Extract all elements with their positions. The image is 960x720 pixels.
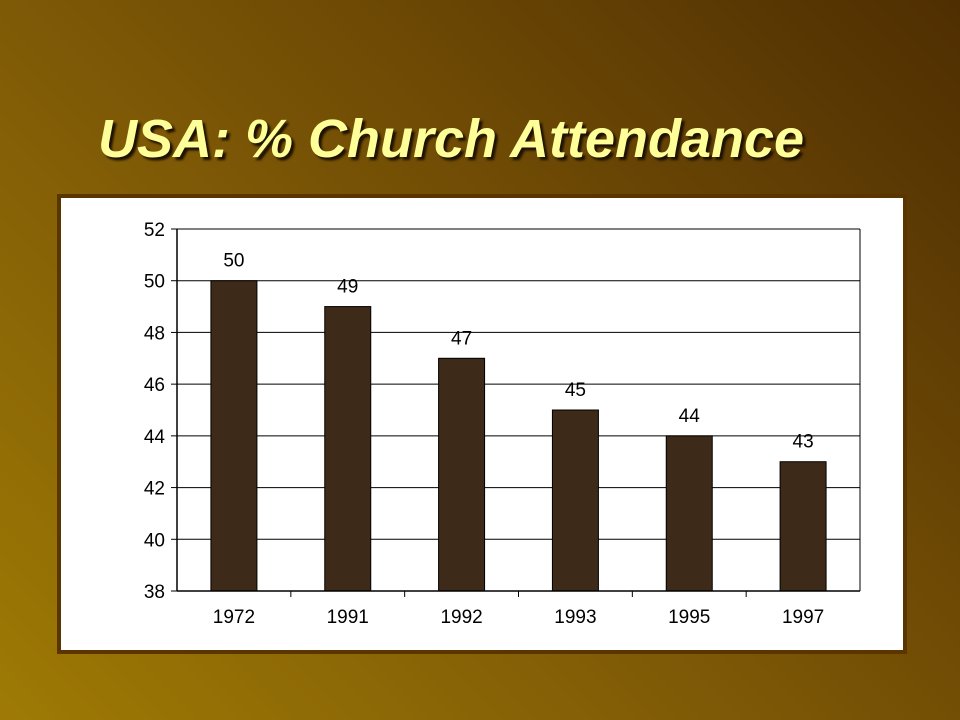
bar	[779, 461, 827, 592]
y-tick-labels: 38 40 42 44 46 48 50 52	[144, 220, 166, 603]
y-tick-label: 44	[144, 427, 166, 448]
y-tick-label: 38	[144, 582, 165, 603]
data-label: 50	[223, 251, 244, 272]
data-label: 47	[451, 328, 472, 349]
data-labels: 50 49 47 45 44 43	[223, 251, 813, 453]
bar	[551, 409, 599, 592]
bars	[210, 280, 827, 592]
bar	[210, 280, 258, 592]
y-tick-label: 50	[144, 272, 165, 293]
gridlines	[177, 228, 860, 540]
y-tick-label: 52	[144, 220, 165, 241]
bar	[665, 435, 713, 592]
data-label: 45	[565, 380, 586, 401]
data-label: 49	[337, 277, 358, 298]
y-tick-label: 46	[144, 375, 165, 396]
y-tick-label: 48	[144, 323, 165, 344]
x-tick-label: 1972	[213, 607, 255, 628]
data-label: 43	[793, 432, 814, 453]
x-tick-labels: 1972 1991 1992 1993 1995 1997	[213, 607, 824, 628]
x-tick-label: 1995	[668, 607, 710, 628]
data-label: 44	[679, 406, 701, 427]
slide-title: USA: % Church Attendance	[98, 109, 805, 169]
x-tick-label: 1991	[327, 607, 369, 628]
bar-chart: 38 40 42 44 46 48 50 52 1972 1991 1992 1993 1995 199…	[144, 220, 861, 628]
x-tick-label: 1997	[782, 607, 824, 628]
bar	[438, 357, 486, 592]
chart-frame: 38 40 42 44 46 48 50 52 1972 1991 1992 1993 1995 199…	[57, 194, 907, 654]
y-tick-label: 42	[144, 479, 165, 500]
axes	[171, 228, 861, 597]
x-tick-label: 1993	[554, 607, 596, 628]
y-tick-label: 40	[144, 530, 165, 551]
x-tick-label: 1992	[440, 607, 482, 628]
bar	[324, 306, 372, 592]
